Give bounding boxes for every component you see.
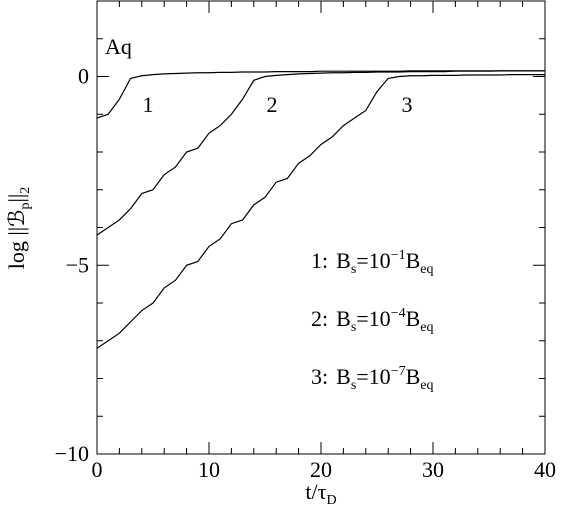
series-line — [96, 74, 545, 349]
curve-label: 2 — [267, 92, 278, 117]
legend-eq: =10 — [356, 364, 390, 389]
x-axis-label: t/τD — [305, 479, 336, 508]
legend-label: 2: — [311, 306, 328, 331]
legend-b-sub: s — [351, 320, 356, 335]
series-line — [96, 70, 545, 119]
x-tick-label: 20 — [310, 457, 332, 482]
legend-label: 1: — [311, 248, 328, 273]
legend-entry: 1: Bs=10−1Beq — [311, 248, 434, 277]
y-label-sub: p — [18, 203, 33, 210]
legend-b: B — [336, 364, 351, 389]
legend-exp: −7 — [391, 364, 406, 379]
legend-exp: −4 — [391, 306, 406, 321]
legend-tail-sub: eq — [420, 262, 433, 277]
x-tick-label: 30 — [422, 457, 444, 482]
legend-eq: =10 — [356, 248, 390, 273]
curve-label: 3 — [402, 92, 413, 117]
legend-label: 3: — [311, 364, 328, 389]
y-label-main: log ||ℬ — [4, 210, 29, 270]
legend-entry: 2: Bs=10−4Beq — [311, 306, 434, 335]
legend-tail: B — [406, 306, 421, 331]
legend-b-sub: s — [351, 378, 356, 393]
legend-tail: B — [406, 364, 421, 389]
legend-eq: =10 — [356, 306, 390, 331]
legend-b: B — [336, 306, 351, 331]
annotation: Aq — [105, 34, 132, 59]
x-tick-label: 10 — [198, 457, 220, 482]
series-line — [96, 70, 545, 236]
x-tick-label: 40 — [534, 457, 556, 482]
x-label-sub: D — [326, 493, 336, 508]
y-label-mid: || — [4, 194, 29, 203]
y-axis-label: log ||ℬp||2 — [4, 187, 33, 270]
y-label-sub: 2 — [18, 187, 33, 194]
x-tick-label: 0 — [92, 457, 103, 482]
legend-exp: −1 — [391, 248, 406, 263]
legend-entry: 3: Bs=10−7Beq — [311, 364, 434, 393]
legend-tail-sub: eq — [420, 378, 433, 393]
y-tick-label: 0 — [78, 64, 89, 89]
legend-tail: B — [406, 248, 421, 273]
y-tick-label: −5 — [66, 252, 89, 277]
legend-b: B — [336, 248, 351, 273]
curve-label: 1 — [143, 92, 154, 117]
legend-tail-sub: eq — [420, 320, 433, 335]
y-tick-label: −10 — [55, 441, 89, 466]
x-label-main: t/τ — [305, 479, 326, 504]
legend-b-sub: s — [351, 262, 356, 277]
